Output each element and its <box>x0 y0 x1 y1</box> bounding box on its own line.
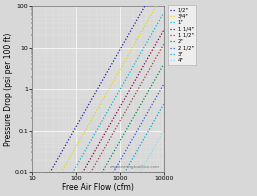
2 1/2" <box>143 117 146 119</box>
Line: 1 1/2": 1 1/2" <box>90 44 164 173</box>
3/4" <box>60 171 63 173</box>
4" <box>157 138 160 140</box>
4" <box>157 138 160 141</box>
1" <box>114 96 117 99</box>
2" <box>125 128 128 130</box>
1 1/2" <box>137 88 140 90</box>
Line: 1/2": 1/2" <box>50 6 145 173</box>
1/2" <box>143 5 146 7</box>
4" <box>152 147 155 149</box>
1 1/4" <box>162 29 165 31</box>
Line: 3/4": 3/4" <box>61 5 157 173</box>
1/2" <box>121 45 124 47</box>
2" <box>100 172 103 174</box>
1" <box>71 172 74 174</box>
2" <box>150 85 153 87</box>
X-axis label: Free Air Flow (cfm): Free Air Flow (cfm) <box>62 183 134 192</box>
1/2" <box>48 172 51 174</box>
2 1/2" <box>123 151 126 153</box>
1" <box>104 114 107 117</box>
2" <box>162 63 165 65</box>
1/2" <box>88 101 91 103</box>
1/2" <box>53 163 56 165</box>
3" <box>143 136 146 138</box>
Line: 4": 4" <box>140 131 164 173</box>
4" <box>162 130 165 132</box>
2 1/2" <box>162 83 165 85</box>
1 1/4" <box>116 110 119 112</box>
4" <box>138 172 141 174</box>
3" <box>139 145 142 147</box>
1" <box>96 129 99 131</box>
3" <box>162 103 165 105</box>
2 1/2" <box>149 106 152 108</box>
1 1/4" <box>106 127 109 129</box>
2 1/2" <box>150 105 153 108</box>
3" <box>145 133 148 135</box>
Line: 1 1/4": 1 1/4" <box>82 30 164 173</box>
1" <box>120 86 123 88</box>
Text: engineeringtoolbox.com: engineeringtoolbox.com <box>110 165 160 169</box>
1 1/2" <box>114 127 117 130</box>
1 1/4" <box>155 41 158 44</box>
1/2" <box>57 156 60 158</box>
1 1/2" <box>162 43 165 45</box>
4" <box>157 139 160 141</box>
1 1/2" <box>114 128 117 130</box>
2 1/2" <box>132 136 135 139</box>
3" <box>150 124 153 127</box>
1 1/2" <box>89 172 92 174</box>
3/4" <box>127 54 130 56</box>
3/4" <box>59 172 62 174</box>
Legend: 1/2", 3/4", 1", 1 1/4", 1 1/2", 2", 2 1/2", 3", 4": 1/2", 3/4", 1", 1 1/4", 1 1/2", 2", 2 1/… <box>168 5 196 65</box>
1" <box>99 122 103 124</box>
3" <box>123 172 126 174</box>
2" <box>134 113 137 115</box>
1 1/4" <box>90 156 93 158</box>
1" <box>132 64 135 66</box>
1/2" <box>71 131 75 133</box>
1 1/2" <box>96 159 99 162</box>
3/4" <box>155 4 158 6</box>
1 1/4" <box>81 172 84 174</box>
2 1/2" <box>112 172 115 174</box>
2" <box>106 162 109 164</box>
3/4" <box>61 170 64 172</box>
3" <box>136 149 139 152</box>
2" <box>124 130 127 132</box>
1" <box>162 12 165 14</box>
1/2" <box>69 134 72 137</box>
Y-axis label: Pressure Drop (psi per 100 ft): Pressure Drop (psi per 100 ft) <box>4 33 13 146</box>
1 1/2" <box>155 56 158 58</box>
3/4" <box>63 165 66 168</box>
1 1/4" <box>120 104 123 106</box>
Line: 3": 3" <box>124 104 164 173</box>
Line: 2": 2" <box>102 64 164 173</box>
3/4" <box>72 150 75 152</box>
Line: 1": 1" <box>72 13 164 173</box>
4" <box>158 136 161 139</box>
3" <box>155 115 158 117</box>
Line: 2 1/2": 2 1/2" <box>113 84 164 173</box>
1 1/2" <box>144 74 148 76</box>
2 1/2" <box>130 139 133 142</box>
3/4" <box>84 129 87 132</box>
1 1/4" <box>103 133 106 135</box>
2" <box>146 92 149 94</box>
4" <box>156 141 159 143</box>
